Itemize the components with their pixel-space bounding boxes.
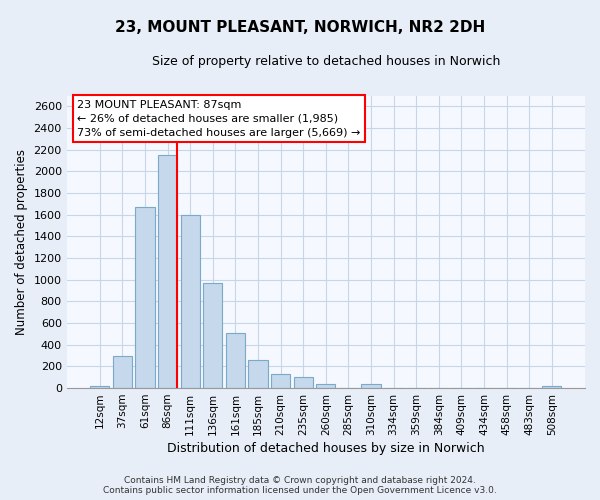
Bar xyxy=(293,377,313,388)
Text: 23, MOUNT PLEASANT, NORWICH, NR2 2DH: 23, MOUNT PLEASANT, NORWICH, NR2 2DH xyxy=(115,20,485,35)
X-axis label: Distribution of detached houses by size in Norwich: Distribution of detached houses by size … xyxy=(167,442,485,455)
Text: 23 MOUNT PLEASANT: 87sqm
← 26% of detached houses are smaller (1,985)
73% of sem: 23 MOUNT PLEASANT: 87sqm ← 26% of detach… xyxy=(77,100,361,138)
Bar xyxy=(136,207,155,388)
Bar xyxy=(90,386,109,388)
Bar xyxy=(113,356,132,388)
Title: Size of property relative to detached houses in Norwich: Size of property relative to detached ho… xyxy=(152,55,500,68)
Bar xyxy=(316,384,335,388)
Text: Contains HM Land Registry data © Crown copyright and database right 2024.
Contai: Contains HM Land Registry data © Crown c… xyxy=(103,476,497,495)
Bar xyxy=(181,214,200,388)
Y-axis label: Number of detached properties: Number of detached properties xyxy=(15,149,28,335)
Bar xyxy=(203,283,223,388)
Bar xyxy=(542,386,562,388)
Bar xyxy=(248,360,268,388)
Bar xyxy=(158,155,177,388)
Bar xyxy=(271,374,290,388)
Bar xyxy=(226,333,245,388)
Bar xyxy=(361,384,380,388)
